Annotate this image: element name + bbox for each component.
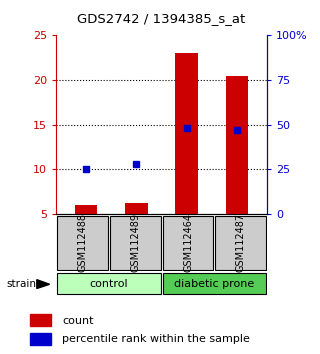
Bar — [75, 205, 98, 259]
Bar — [163, 216, 213, 270]
Polygon shape — [37, 280, 50, 289]
Text: percentile rank within the sample: percentile rank within the sample — [62, 335, 250, 344]
Bar — [57, 273, 161, 295]
Bar — [175, 53, 198, 259]
Bar — [57, 216, 108, 270]
Bar — [30, 333, 51, 346]
Text: GSM112489: GSM112489 — [130, 213, 140, 272]
Text: strain: strain — [6, 279, 36, 289]
Bar — [30, 314, 51, 326]
Text: GSM112487: GSM112487 — [236, 213, 246, 273]
Text: count: count — [62, 316, 93, 326]
Text: diabetic prone: diabetic prone — [174, 279, 254, 289]
Bar — [226, 76, 248, 259]
Text: control: control — [90, 279, 128, 289]
Bar — [125, 204, 148, 259]
Text: GSM112464: GSM112464 — [183, 213, 193, 272]
Bar — [215, 216, 266, 270]
Text: GSM112488: GSM112488 — [77, 213, 87, 272]
Bar — [163, 273, 266, 295]
Bar — [110, 216, 161, 270]
Text: GDS2742 / 1394385_s_at: GDS2742 / 1394385_s_at — [77, 12, 246, 25]
